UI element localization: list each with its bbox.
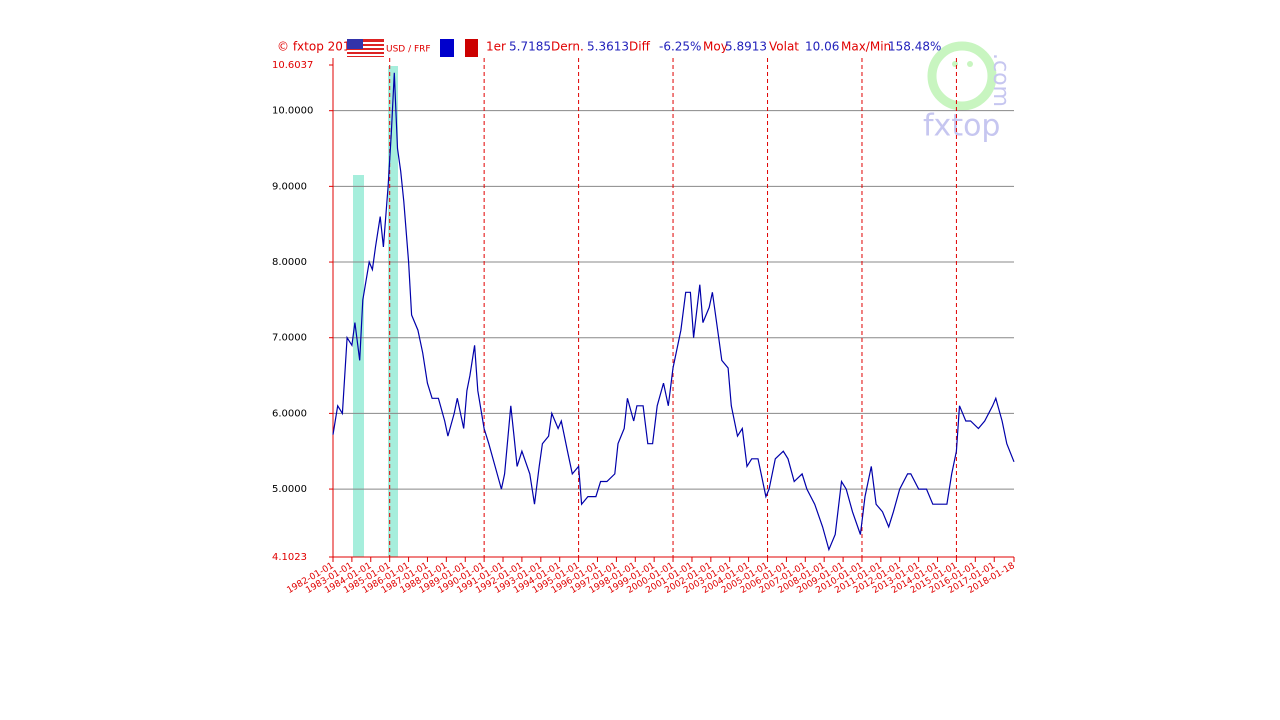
flag [347,39,384,57]
legend-swatch [465,39,478,57]
series-line [332,72,1015,552]
stat-label: Dern. [551,40,584,54]
y-tick-label: 4.1023 [272,552,307,563]
stat-label: Moy [703,40,728,54]
logo: fxtop .com [923,41,1013,144]
stat-label: 1er [486,40,506,54]
stat-label: Diff [629,40,651,54]
stat-label: Volat [769,40,799,54]
pair: USD / FRF [386,45,431,55]
y-tick-label: 8.0000 [272,257,307,268]
y-tick-label: 6.0000 [272,408,307,419]
y-tick-label: 10.0000 [272,106,313,117]
logo-main: fxtop [923,109,1000,144]
highlight [388,66,398,557]
stat-value: -6.25% [659,40,701,54]
stat-value: 5.8913 [725,40,767,54]
y-tick-label: 9.0000 [272,181,307,192]
y-tick-label: 5.0000 [272,484,307,495]
y-tick-label: 7.0000 [272,333,307,344]
stat-label: Max/Min [841,40,891,54]
stat-value: 10.06 [805,40,839,54]
highlight [353,175,364,557]
stat-value: 158.48% [888,40,941,54]
stat-value: 5.7185 [509,40,551,54]
stat-value: 5.3613 [587,40,629,54]
logo-side: .com [988,53,1013,107]
y-tick-label: 10.6037 [272,60,313,71]
copyright: © fxtop 2017 [277,40,358,54]
legend-swatch [440,39,454,57]
